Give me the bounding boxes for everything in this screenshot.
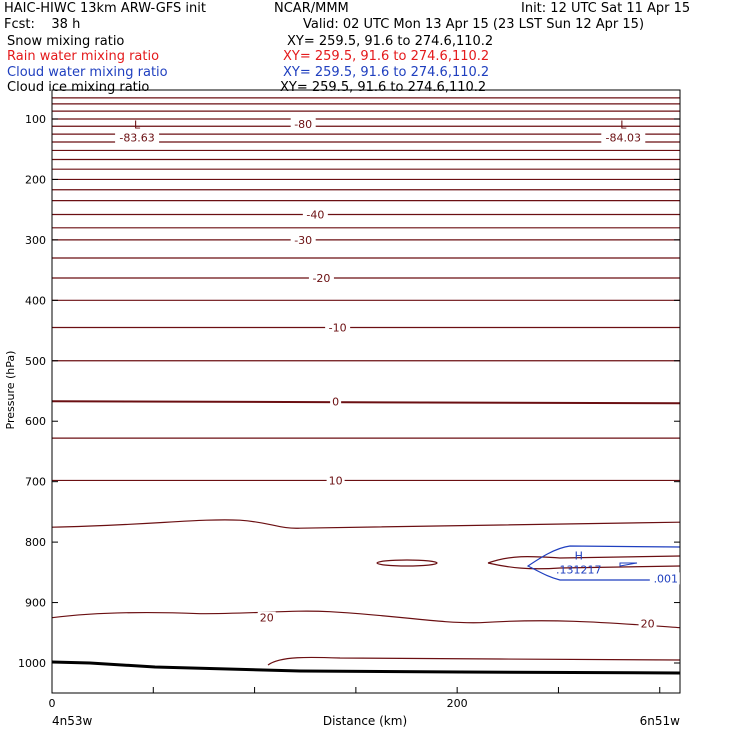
contour-label: -10	[329, 322, 347, 335]
field-xy-rain: XY= 259.5, 91.6 to 274.6,110.2	[283, 49, 490, 64]
cloud-water-high-symbol: H	[575, 549, 583, 562]
cloud-water-contour	[526, 545, 681, 581]
contour-label: 10	[329, 474, 343, 487]
contour-label-bg	[308, 271, 334, 284]
y-axis-title: Pressure (hPa)	[4, 351, 17, 430]
contour-label: -40	[306, 209, 324, 222]
field-xy-cloud-ice: XY= 259.5, 91.6 to 274.6,110.2	[280, 80, 487, 95]
field-xy-snow: XY= 259.5, 91.6 to 274.6,110.2	[287, 34, 494, 49]
low-symbol: L	[620, 119, 627, 132]
valid-time: Valid: 02 UTC Mon 13 Apr 15 (23 LST Sun …	[303, 17, 645, 32]
model-title: HAIC-HIWC 13km ARW-GFS init	[4, 1, 206, 16]
contour-label-bg	[290, 117, 316, 130]
init-time: Init: 12 UTC Sat 11 Apr 15	[521, 1, 691, 16]
forecast-hour: Fcst: 38 h	[4, 17, 81, 32]
right-endpoint-label: 6n51w	[640, 714, 681, 728]
contour-label-bg	[325, 321, 351, 334]
y-tick-label: 200	[25, 173, 46, 186]
left-endpoint-label: 4n53w	[52, 714, 93, 728]
isotherm-line	[51, 400, 681, 405]
low-value-bg	[115, 131, 160, 144]
isotherm-contours	[51, 97, 681, 629]
y-tick-label: 300	[25, 234, 46, 247]
x-tick-label: 200	[447, 697, 468, 710]
contour-label: 20	[260, 612, 274, 625]
near-surface-contour	[267, 656, 681, 666]
cloud-water-label-bg	[649, 572, 680, 585]
plot-frame	[51, 89, 681, 694]
special-contours	[267, 545, 681, 666]
cloud-water-contour-label: .001	[654, 572, 679, 585]
x-tick-label: 0	[49, 697, 56, 710]
x-axis: 0 200	[49, 687, 661, 710]
y-tick-label: 900	[25, 597, 46, 610]
contour-label: -30	[294, 234, 312, 247]
contour-label-bg	[257, 611, 276, 624]
y-tick-label: 800	[25, 536, 46, 549]
low-symbol: L	[134, 119, 141, 132]
y-tick-label: 500	[25, 355, 46, 368]
low-value-bg	[601, 131, 646, 144]
organization-label: NCAR/MMM	[274, 1, 349, 16]
field-xy-cloud-water: XY= 259.5, 91.6 to 274.6,110.2	[283, 65, 490, 80]
contour-label: 20	[641, 618, 655, 631]
contour-label-bg	[290, 233, 316, 246]
closed-isotherm-contour	[376, 559, 438, 567]
contour-label-bg	[326, 474, 345, 487]
isotherm-bulge-contour	[487, 555, 681, 570]
field-name-cloud-water: Cloud water mixing ratio	[7, 65, 168, 80]
y-tick-label: 700	[25, 476, 46, 489]
cloud-water-high-value: .131217	[556, 563, 602, 576]
contour-label: 0	[332, 395, 339, 408]
contour-label: -20	[312, 272, 330, 285]
y-tick-label: 600	[25, 415, 46, 428]
low-value: -83.63	[119, 132, 154, 145]
field-name-rain: Rain water mixing ratio	[7, 49, 160, 64]
low-value: -84.03	[606, 132, 641, 145]
isotherm-line	[51, 610, 681, 629]
contour-label: -80	[294, 118, 312, 131]
terrain-surface-line	[51, 660, 681, 675]
contour-label-bg	[302, 208, 328, 221]
contour-label-bg	[330, 395, 342, 408]
x-axis-title: Distance (km)	[323, 714, 407, 728]
field-name-snow: Snow mixing ratio	[7, 34, 125, 49]
isotherm-line	[51, 519, 681, 529]
y-tick-label: 100	[25, 113, 46, 126]
field-name-cloud-ice: Cloud ice mixing ratio	[7, 80, 150, 95]
y-tick-label: 1000	[18, 657, 46, 670]
y-tick-label: 400	[25, 294, 46, 307]
cloud-water-inner-contour	[619, 562, 638, 567]
contour-label-bg	[638, 617, 657, 630]
